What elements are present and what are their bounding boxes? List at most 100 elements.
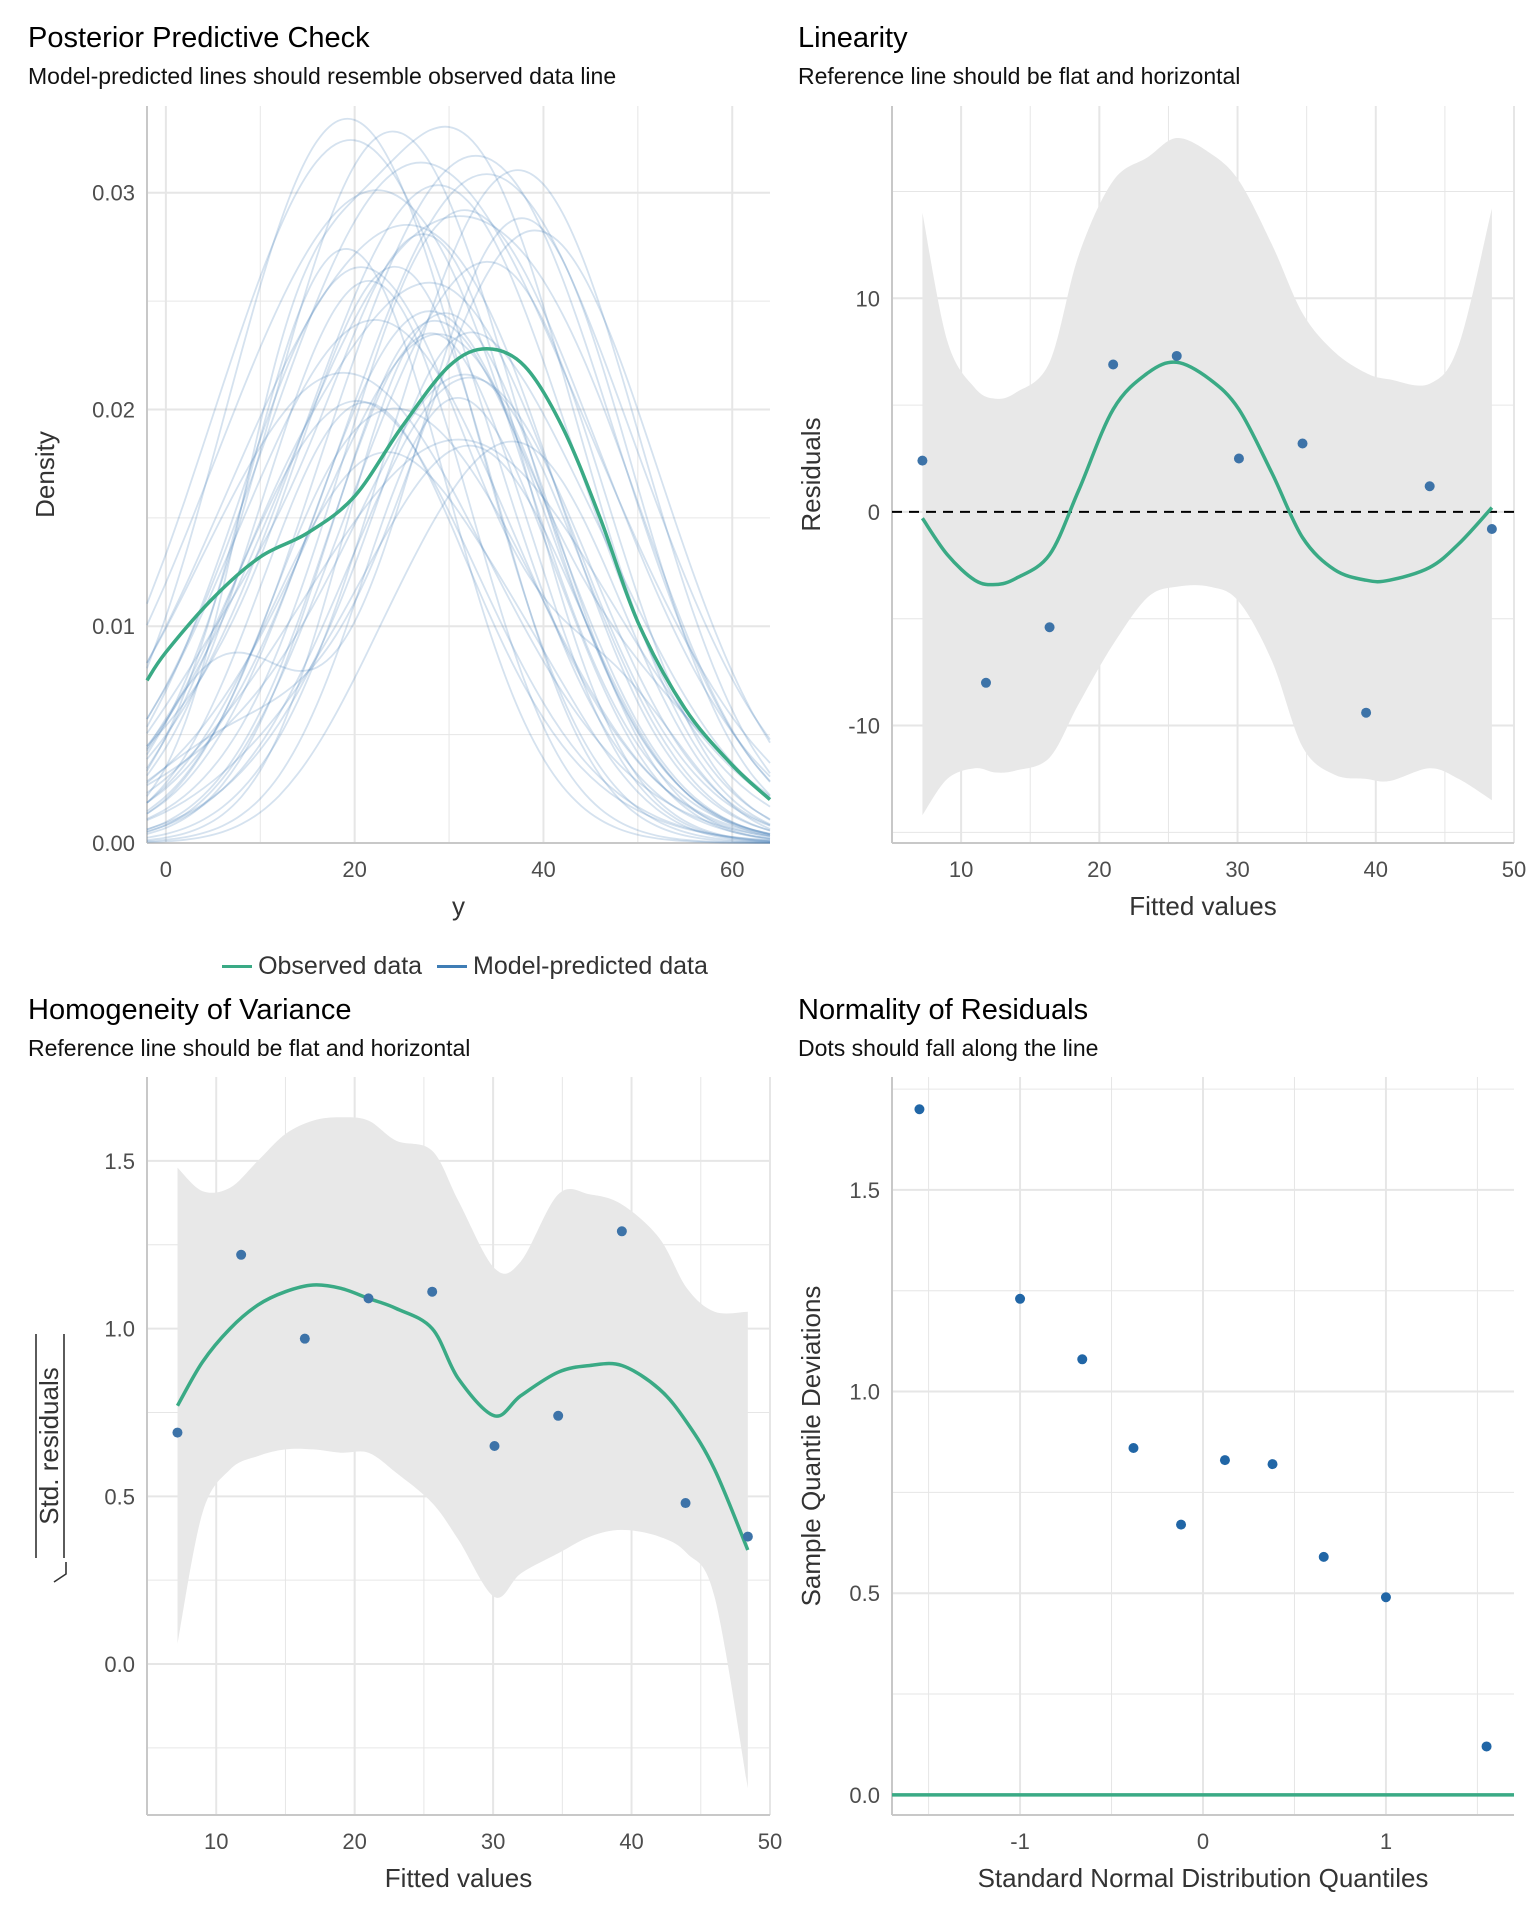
predicted-density-line [146,184,771,808]
x-tick-label: 20 [342,857,366,882]
data-point [980,677,991,688]
linearity-subtitle: Reference line should be flat and horizo… [798,63,1241,89]
x-tick-label: 10 [204,1829,228,1854]
predicted-density-line [146,319,771,836]
legend-swatch-predicted [437,965,468,968]
x-tick-label: -1 [1010,1829,1030,1854]
smooth-fit-line [175,1283,750,1551]
x-tick-label: 40 [1364,857,1388,882]
data-point [1361,707,1372,718]
y-tick-label: 0.0 [104,1652,135,1677]
predicted-density-line [146,438,771,799]
predicted-density-line [146,280,771,844]
y-tick-label: 0.0 [849,1783,880,1808]
predicted-density-line [146,331,771,831]
predicted-density-line [146,281,771,827]
legend-item-predicted: Model-predicted data [437,952,708,981]
data-point [680,1498,691,1509]
predicted-density-line [146,310,771,836]
data-point [1318,1551,1329,1562]
y-tick-label: 0.5 [104,1484,135,1509]
data-point [1176,1519,1187,1530]
predicted-density-line [146,169,771,839]
x-axis-title: y [452,891,465,921]
data-point [236,1249,247,1260]
predicted-density-line [146,189,771,835]
x-tick-label: 50 [1502,857,1526,882]
x-tick-label: 0 [160,857,172,882]
data-point [1486,523,1497,534]
predicted-density-line [146,266,771,830]
predicted-density-line [146,444,771,837]
x-tick-label: 40 [619,1829,643,1854]
y-tick-label: -10 [848,714,880,739]
data-point [1108,359,1119,370]
y-tick-label: 0.01 [92,614,135,639]
legend-label-observed: Observed data [258,952,423,980]
predicted-density-line [146,209,771,820]
predicted-density-line [146,265,771,844]
normality-title: Normality of Residuals [798,994,1089,1026]
predicted-density-line [146,229,771,782]
predicted-density-line [146,173,771,804]
predicted-density-line [146,440,771,844]
y-tick-label: 0.00 [92,831,135,856]
x-axis-title: Fitted values [385,1863,532,1893]
predicted-density-line [146,154,771,812]
predicted-density-line [146,332,771,843]
predicted-density-line [146,139,771,840]
predicted-density-line [146,217,771,796]
data-point [553,1410,564,1421]
ppc-subtitle: Model-predicted lines should resemble ob… [28,63,617,89]
data-point [1044,622,1055,633]
x-tick-label: 50 [758,1829,782,1854]
predicted-density-line [146,260,771,834]
data-point [917,455,928,466]
x-axis-title: Fitted values [1129,891,1276,921]
predicted-density-line [146,376,771,833]
y-axis-title: Sample Quantile Deviations [796,1286,826,1607]
y-axis-title: Residuals [796,417,826,531]
data-point [172,1427,183,1438]
data-point [1128,1443,1139,1454]
ppc-title: Posterior Predictive Check [28,22,370,54]
data-point [1267,1459,1278,1470]
y-tick-label: 10 [856,286,880,311]
sqrt-abs-glyph [35,1334,67,1583]
y-tick-label: 0.02 [92,397,135,422]
predicted-density-line [146,401,771,842]
predicted-density-line [146,319,771,835]
data-point [363,1293,374,1304]
predicted-density-line [146,373,771,832]
data-point [616,1226,627,1237]
data-point [427,1286,438,1297]
observed-density-line [145,347,772,801]
y-tick-label: 0.03 [92,181,135,206]
data-point [742,1531,753,1542]
data-point [914,1104,925,1115]
data-point [1297,438,1308,449]
normality-subtitle: Dots should fall along the line [798,1035,1099,1061]
x-tick-label: 40 [531,857,555,882]
predicted-density-line [146,117,771,844]
x-tick-label: 20 [342,1829,366,1854]
homogeneity-subtitle: Reference line should be flat and horizo… [28,1035,471,1061]
data-point [1481,1741,1492,1752]
y-axis-title: Std. residuals [34,1367,64,1525]
predicted-density-line [146,161,771,764]
data-point [1219,1455,1230,1466]
predicted-density-line [146,312,771,841]
y-axis-title: Density [30,431,60,518]
x-tick-label: 60 [720,857,744,882]
smooth-fit-line [920,360,1494,587]
legend-swatch-observed [222,965,253,968]
data-point [1171,350,1182,361]
predicted-density-line [146,125,771,820]
predicted-density-line [146,333,771,836]
predicted-density-line [146,396,771,843]
homogeneity-title: Homogeneity of Variance [28,994,352,1026]
